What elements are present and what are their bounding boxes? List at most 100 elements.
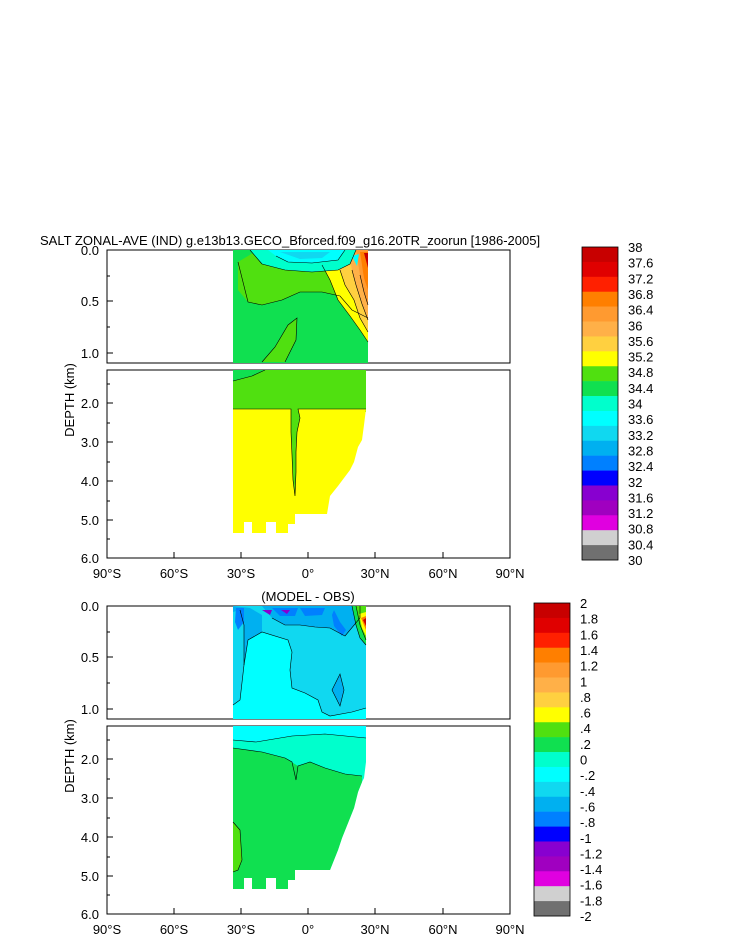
salt-colorbar-label: 31.6: [628, 490, 653, 505]
diff-upper-plot: 0.0 0.5 1.0: [81, 599, 511, 720]
diff-colorbar-swatch: [534, 826, 570, 842]
salt-colorbar-frame: [581, 246, 619, 561]
salt-upper-y-tick-label: 1.0: [81, 346, 99, 361]
diff-colorbar-label: .6: [580, 706, 591, 721]
diff-colorbar-swatch: [534, 692, 570, 708]
salt-lower-contours: [232, 369, 366, 497]
diff-colorbar: 21.81.61.41.21.8.6.4.20-.2-.4-.6-.8-1-1.…: [533, 596, 602, 924]
diff-lower-y-tick-label: 3.0: [81, 791, 99, 806]
diff-lower-y-tick-label: 6.0: [81, 907, 99, 922]
salt-colorbar-swatch: [582, 276, 618, 293]
diff-x-tick-label: 60°S: [160, 922, 189, 937]
salt-colorbar-label: 32.8: [628, 443, 653, 458]
diff-upper-y-tick-label: 0.0: [81, 599, 99, 614]
salt-x-tick-label: 0°: [302, 566, 314, 581]
salt-colorbar: 3837.637.236.836.43635.635.234.834.43433…: [581, 240, 653, 568]
salt-colorbar-swatch: [582, 381, 618, 397]
salt-x-tick-label: 30°N: [360, 566, 389, 581]
diff-colorbar-swatch: [534, 901, 570, 917]
diff-upper-contours: [232, 605, 367, 717]
salt-x-tick-label: 60°S: [160, 566, 189, 581]
salt-panel: SALT ZONAL-AVE (IND) g.e13b13.GECO_Bforc…: [40, 233, 653, 581]
diff-colorbar-swatch: [534, 632, 570, 649]
diff-colorbar-swatch: [534, 856, 570, 872]
salt-colorbar-swatch: [582, 396, 618, 412]
diff-x-tick-label: 0°: [302, 922, 314, 937]
salt-colorbar-swatch: [582, 455, 618, 471]
salt-colorbar-label: 32: [628, 475, 642, 490]
diff-colorbar-label: -.4: [580, 784, 595, 799]
diff-colorbar-swatch: [534, 766, 570, 783]
salt-colorbar-label: 36: [628, 318, 642, 333]
diff-colorbar-label: 1.4: [580, 643, 598, 658]
diff-colorbar-swatch: [534, 647, 570, 663]
diff-x-tick-label: 30°S: [227, 922, 256, 937]
salt-colorbar-label: 38: [628, 240, 642, 255]
diff-x-tick-label: 30°N: [360, 922, 389, 937]
diff-colorbar-label: 1.6: [580, 627, 598, 642]
diff-colorbar-label: -1.4: [580, 862, 602, 877]
salt-colorbar-swatch: [582, 410, 618, 427]
salt-colorbar-label: 36.4: [628, 303, 653, 318]
diff-upper-y-tick-label: 0.5: [81, 650, 99, 665]
salt-colorbar-swatch: [582, 545, 618, 561]
diff-colorbar-label: 2: [580, 596, 587, 611]
salt-colorbar-swatch: [582, 515, 618, 531]
salt-colorbar-label: 37.2: [628, 271, 653, 286]
salt-colorbar-swatch: [582, 306, 618, 322]
salt-colorbar-label: 37.6: [628, 256, 653, 271]
salt-colorbar-label: 34.8: [628, 365, 653, 380]
diff-colorbar-swatch: [534, 707, 570, 723]
diff-colorbar-swatch: [534, 752, 570, 768]
diff-colorbar-label: 1.2: [580, 659, 598, 674]
diff-colorbar-frame: [533, 602, 571, 917]
diff-colorbar-swatch: [534, 796, 570, 812]
salt-colorbar-label: 35.2: [628, 350, 653, 365]
diff-colorbar-swatch: [534, 871, 570, 887]
diff-upper-y-tick-label: 1.0: [81, 702, 99, 717]
diff-colorbar-label: 1: [580, 674, 587, 689]
salt-x-ticks: 90°S 60°S 30°S 0° 30°N 60°N 90°N: [93, 552, 525, 581]
diff-colorbar-label: 1.8: [580, 612, 598, 627]
salt-colorbar-swatch: [582, 425, 618, 442]
salt-y-axis-label: DEPTH (km): [62, 363, 77, 437]
salt-colorbar-swatch: [582, 321, 618, 337]
salt-colorbar-swatch: [582, 351, 618, 367]
diff-lower-plot: 2.0 3.0 4.0 5.0 6.0: [81, 725, 511, 922]
salt-upper-fill: [233, 250, 368, 363]
diff-colorbar-label: -.8: [580, 815, 595, 830]
salt-colorbar-swatch: [582, 500, 618, 516]
diff-colorbar-label: .2: [580, 737, 591, 752]
salt-lower-fill: [233, 370, 366, 533]
diff-upper-fill: [233, 606, 366, 719]
salt-colorbar-label: 32.4: [628, 459, 653, 474]
diff-y-axis-label: DEPTH (km): [62, 719, 77, 793]
diff-colorbar-swatch: [534, 722, 570, 738]
diff-colorbar-swatch: [534, 662, 570, 678]
diff-upper-y-ticks: 0.0 0.5 1.0: [81, 599, 113, 717]
salt-lower-y-tick-label: 6.0: [81, 551, 99, 566]
diff-colorbar-label: -1.8: [580, 893, 602, 908]
diff-colorbar-label: 0: [580, 753, 587, 768]
salt-colorbar-swatch: [582, 247, 618, 263]
diff-colorbar-label: -2: [580, 909, 592, 924]
salt-colorbar-swatch: [582, 291, 618, 307]
diff-colorbar-swatch: [534, 617, 570, 634]
salt-colorbar-label: 31.2: [628, 506, 653, 521]
diff-lower-y-ticks: 2.0 3.0 4.0 5.0 6.0: [81, 739, 113, 922]
salt-colorbar-label: 34.4: [628, 381, 653, 396]
salt-colorbar-swatch: [582, 440, 618, 456]
salt-lower-plot: 2.0 3.0 4.0 5.0 6.0: [81, 369, 511, 566]
diff-x-tick-label: 90°N: [495, 922, 524, 937]
salt-colorbar-label: 36.8: [628, 287, 653, 302]
salt-colorbar-label: 30.8: [628, 522, 653, 537]
diff-colorbar-swatch: [534, 737, 570, 753]
diff-lower-y-tick-label: 2.0: [81, 752, 99, 767]
diff-colorbar-label: .4: [580, 721, 591, 736]
diff-colorbar-label: -1.2: [580, 846, 602, 861]
salt-colorbar-swatch: [582, 261, 618, 278]
salt-colorbar-label: 34: [628, 397, 642, 412]
salt-colorbar-swatch: [582, 485, 618, 501]
diff-x-ticks: 90°S 60°S 30°S 0° 30°N 60°N 90°N: [93, 908, 525, 937]
